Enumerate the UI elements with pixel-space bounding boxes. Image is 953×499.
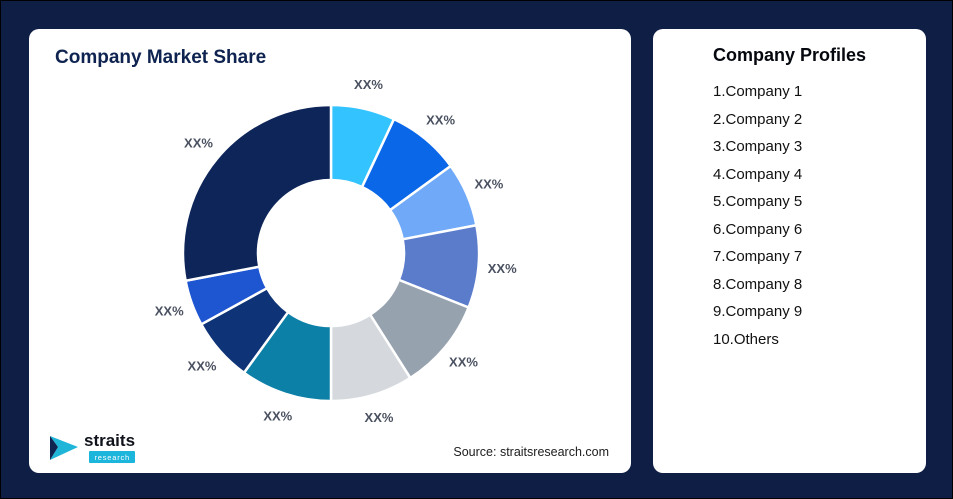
company-profiles-list: 1.Company 1 2.Company 2 3.Company 3 4.Compa…: [653, 84, 926, 347]
company-profile-item: 3.Company 3: [713, 138, 803, 155]
donut-segment-segment-10: [181, 103, 333, 282]
straits-logo-icon: [50, 435, 78, 460]
segment-label-segment-5: XX%: [449, 355, 478, 370]
source-text: Source: straitsresearch.com: [453, 445, 609, 459]
company-profile-item: 4.Company 4: [713, 165, 803, 183]
company-profile-item: 6.Company 6: [713, 220, 803, 238]
company-profile-item: 7.Company 7: [713, 248, 803, 265]
chart-title: Company Market Share: [55, 47, 267, 68]
segment-label-segment-9: XX%: [155, 303, 184, 318]
segment-label-segment-1: XX%: [354, 77, 383, 92]
company-profile-item: 2.Company 2: [713, 110, 803, 128]
logo-brand-text: straits: [84, 431, 136, 450]
profiles-title: Company Profiles: [712, 45, 867, 65]
company-profile-item: 5.Company 5: [713, 193, 803, 210]
segment-label-segment-8: XX%: [188, 359, 217, 374]
market-share-card: Company Market Share XX% XX% XX% XX% XX% XX% X…: [29, 29, 631, 473]
company-profile-item: 1.Company 1: [713, 83, 803, 100]
segment-label-segment-4: XX%: [488, 261, 517, 276]
logo-sub-text: research: [89, 451, 136, 463]
segment-label-segment-3: XX%: [474, 177, 503, 192]
segment-label-segment-10: XX%: [184, 135, 213, 150]
segment-label-segment-7: XX%: [263, 409, 292, 424]
donut-chart: XX% XX% XX% XX% XX% XX% XX% XX% XX% XX%: [155, 77, 517, 425]
straits-logo-text: straits research: [84, 431, 136, 463]
straits-logo: straits research: [49, 431, 136, 463]
company-profiles-card: Company Profiles 1.Company 1 2.Company 2 3…: [653, 29, 926, 473]
company-profile-item: 8.Company 8: [713, 275, 803, 293]
company-profile-item: 9.Company 9: [713, 303, 803, 320]
company-profile-item: 10.Others: [713, 330, 779, 348]
segment-label-segment-2: XX%: [426, 113, 455, 128]
segment-label-segment-6: XX%: [365, 410, 394, 425]
